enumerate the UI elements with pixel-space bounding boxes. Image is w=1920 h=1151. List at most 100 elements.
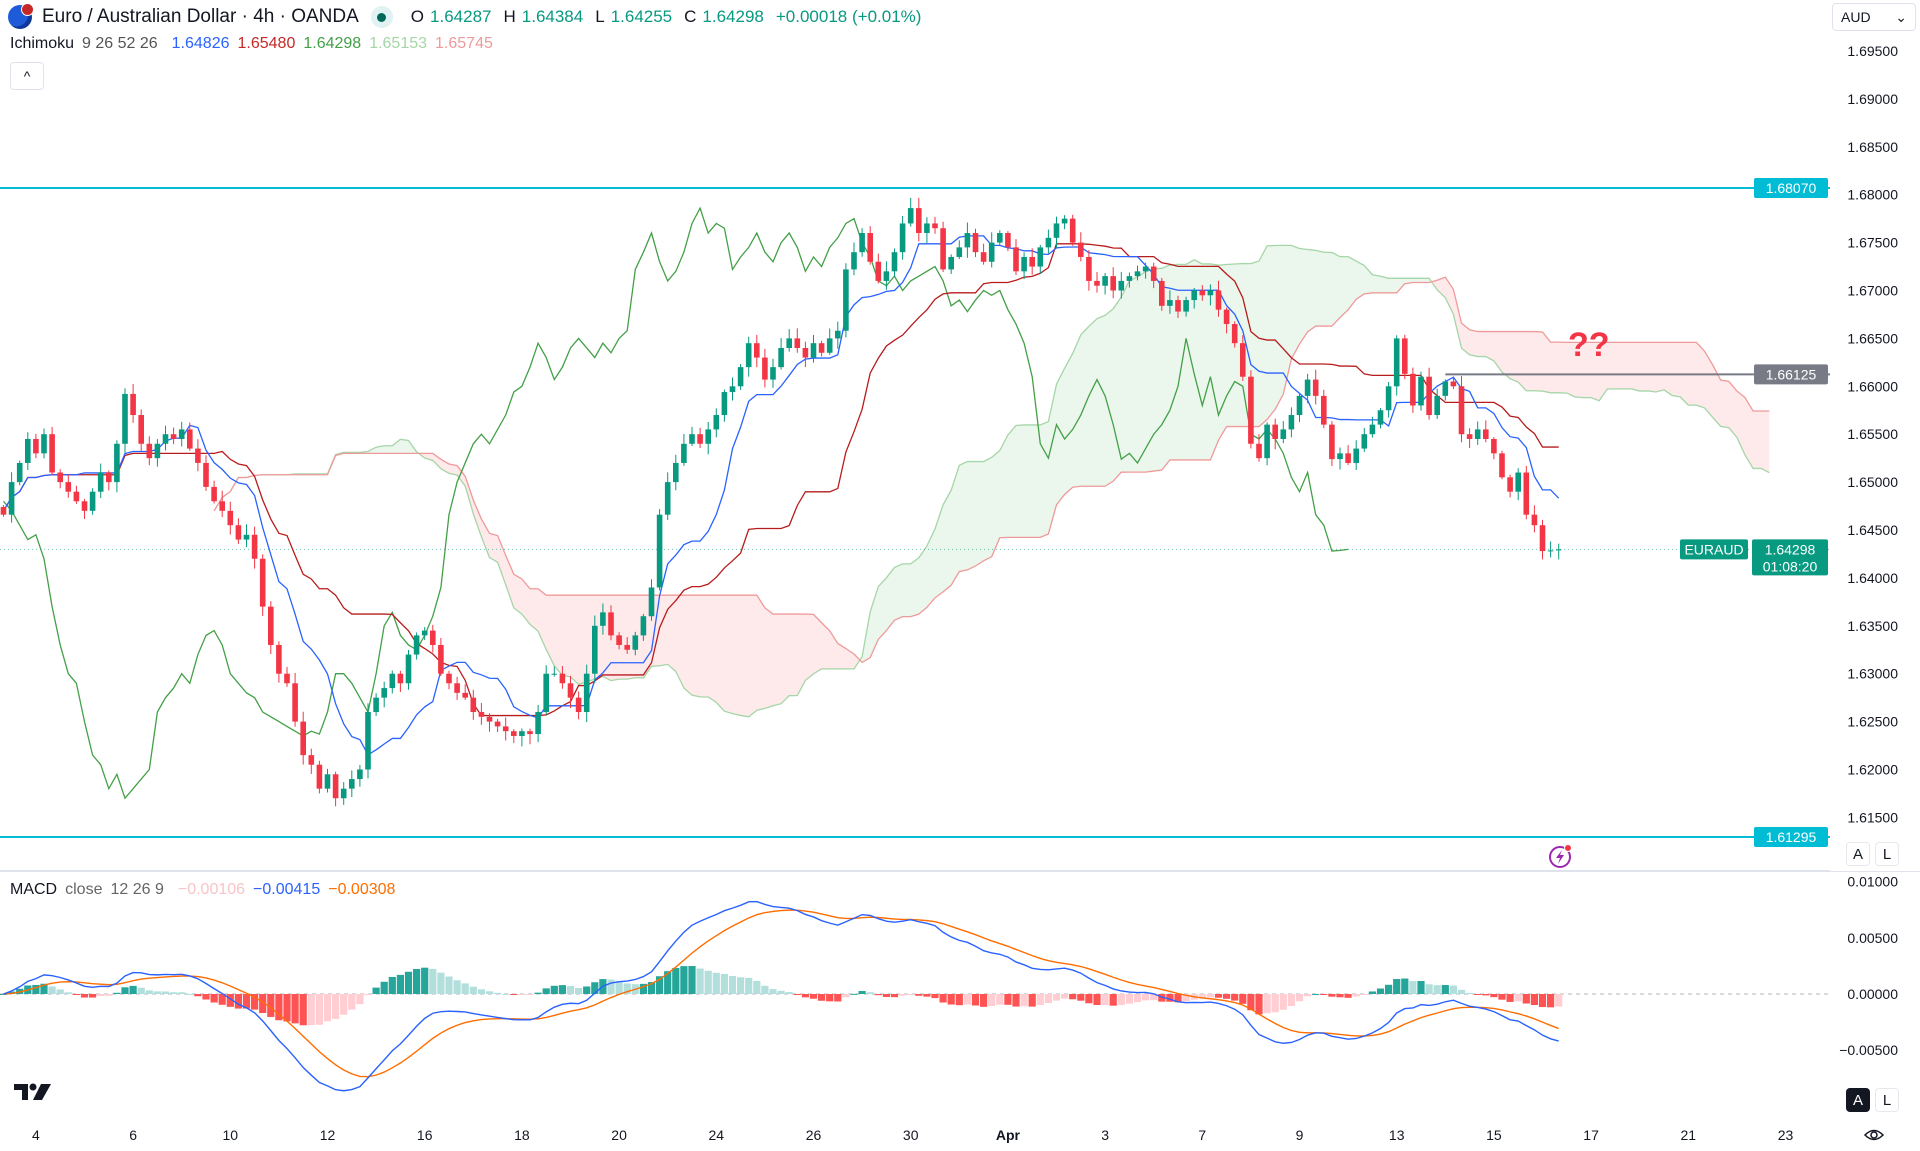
candle xyxy=(1240,335,1246,381)
macd-histogram-bar xyxy=(56,989,64,994)
candle-body xyxy=(535,712,541,735)
candle-body xyxy=(859,233,865,253)
candle-body xyxy=(1515,472,1521,492)
candle xyxy=(1069,214,1076,246)
candle xyxy=(1312,369,1319,405)
candle xyxy=(972,228,979,258)
cloud-segment-bearish xyxy=(449,463,458,476)
auto-scale-button[interactable]: A xyxy=(1846,842,1870,866)
macd-histogram-bar xyxy=(1182,994,1190,1002)
candle-body xyxy=(1393,338,1400,387)
symbol-title[interactable]: Euro / Australian Dollar · 4h · OANDA xyxy=(42,6,359,27)
macd-histogram-bar xyxy=(1368,991,1376,994)
candle xyxy=(1086,250,1092,291)
candles xyxy=(0,197,1562,807)
candle xyxy=(1199,285,1206,301)
ichimoku-legend[interactable]: Ichimoku 9 26 52 26 1.64826 1.65480 1.64… xyxy=(10,35,493,53)
candle-body xyxy=(235,525,242,540)
candle-body xyxy=(33,438,39,454)
log-scale-button[interactable]: L xyxy=(1875,842,1899,866)
time-tick-label: 16 xyxy=(417,1127,433,1143)
collapse-legend-button[interactable]: ^ xyxy=(10,62,44,90)
candle xyxy=(1434,388,1440,419)
candle-body xyxy=(438,644,444,674)
price-tick-label: 1.64000 xyxy=(1847,570,1898,586)
candle xyxy=(1037,244,1044,274)
candle xyxy=(964,222,971,258)
cloud-segment-bearish xyxy=(1550,342,1559,393)
candle xyxy=(1321,389,1327,429)
tradingview-logo[interactable] xyxy=(14,1082,54,1102)
candle-body xyxy=(1264,424,1270,459)
candle-body xyxy=(648,587,655,617)
cloud-segment-bearish xyxy=(562,595,571,677)
candle xyxy=(527,728,533,745)
macd-histogram-bar xyxy=(32,984,40,994)
candle-body xyxy=(1547,550,1554,552)
candle xyxy=(956,240,963,260)
candle-body xyxy=(851,252,857,270)
candle-body xyxy=(1288,415,1295,430)
candle xyxy=(948,254,954,274)
candle-body xyxy=(478,712,485,717)
macd-histogram-bar xyxy=(915,994,923,996)
macd-histogram-bar xyxy=(388,976,396,994)
cloud-segment-bearish xyxy=(1591,342,1600,401)
candle xyxy=(705,421,711,455)
cloud-segment-bullish xyxy=(1421,278,1430,283)
macd-histogram-bar xyxy=(728,975,737,994)
candle xyxy=(1231,321,1238,348)
candle-body xyxy=(381,688,387,698)
lightning-alert-icon[interactable] xyxy=(1547,842,1575,870)
currency-select[interactable]: AUD ⌄ xyxy=(1832,3,1916,31)
candle-body xyxy=(956,247,963,257)
macd-histogram-bar xyxy=(291,994,299,1024)
macd-histogram-bar xyxy=(753,980,761,994)
macd-histogram-bar xyxy=(963,994,971,1005)
macd-auto-scale-button[interactable]: A xyxy=(1846,1088,1870,1112)
cloud-segment-bearish xyxy=(756,595,765,711)
macd-histogram-bar xyxy=(1036,994,1044,1006)
candle-body xyxy=(1005,233,1011,248)
candle-body xyxy=(1531,514,1538,526)
cloud-segment-bullish xyxy=(1105,308,1114,487)
candle xyxy=(1118,271,1125,299)
currency-value: AUD xyxy=(1841,9,1871,25)
candle xyxy=(1369,416,1376,438)
macd-histogram-bar xyxy=(64,992,72,994)
macd-histogram-bar xyxy=(502,993,510,995)
market-open-dot-icon[interactable] xyxy=(370,6,393,28)
candle-body xyxy=(462,692,468,698)
macd-histogram-bar xyxy=(1474,994,1482,995)
cloud-segment-bullish xyxy=(1064,353,1073,495)
open-value: 1.64287 xyxy=(430,7,492,26)
price-axis xyxy=(1830,0,1920,871)
candle-body xyxy=(786,338,792,348)
candle xyxy=(421,627,428,641)
candle xyxy=(916,197,922,242)
macd-histogram-bar xyxy=(202,994,210,1000)
candle-body xyxy=(41,434,47,454)
macd-histogram-bar xyxy=(307,994,315,1026)
candle xyxy=(770,358,776,388)
macd-histogram-bar xyxy=(1279,994,1287,1010)
candle-body xyxy=(899,223,906,253)
chart-settings-icon[interactable] xyxy=(1862,1125,1886,1145)
cloud-segment-bullish xyxy=(1202,263,1211,460)
macd-histogram-bar xyxy=(1385,984,1393,994)
macd-histogram-bar xyxy=(469,986,477,994)
open-label: O xyxy=(410,7,425,26)
macd-legend[interactable]: MACD close 12 26 9 −0.00106 −0.00415 −0.… xyxy=(10,881,395,899)
cloud-segment-bullish xyxy=(1396,278,1405,293)
cloud-segment-bullish xyxy=(1032,424,1041,538)
price-tick-label: 1.63000 xyxy=(1847,666,1898,682)
ichimoku-kijun-value: 1.65480 xyxy=(237,35,296,52)
cloud-segment-bearish xyxy=(1583,342,1592,398)
macd-histogram-bar xyxy=(818,994,826,1001)
candle xyxy=(778,338,784,370)
cloud-segment-bullish xyxy=(1137,271,1146,473)
cloud-segment-bearish xyxy=(683,595,692,696)
macd-log-scale-button[interactable]: L xyxy=(1875,1088,1899,1112)
cloud-segment-bullish xyxy=(1226,264,1235,427)
